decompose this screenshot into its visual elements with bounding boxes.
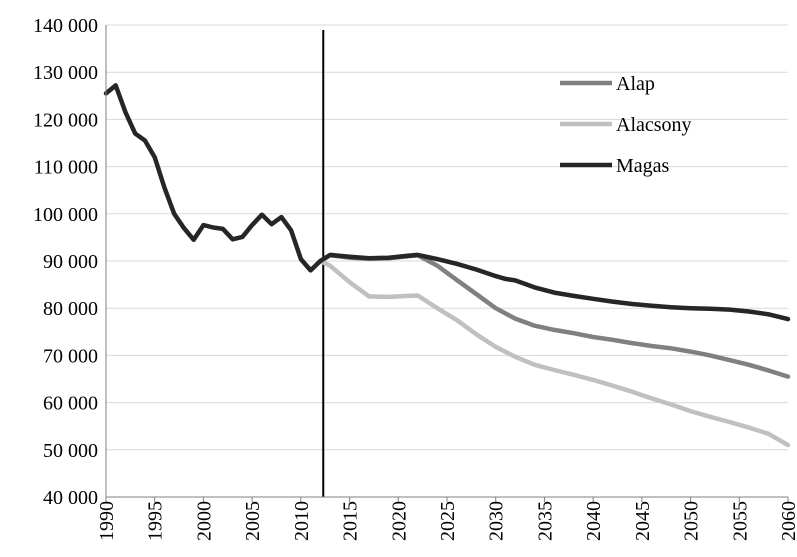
y-tick-label: 130 000 (33, 62, 98, 84)
y-tick-label: 80 000 (43, 298, 98, 320)
x-tick-label: 2005 (242, 501, 264, 541)
series-line-magas (103, 83, 791, 322)
x-tick-label: 1990 (96, 501, 118, 541)
y-tick-label: 110 000 (34, 157, 98, 179)
x-tick-label: 2035 (534, 501, 556, 541)
series-line-alap (318, 253, 791, 379)
x-tick-label: 2025 (437, 501, 459, 541)
x-tick-label: 2055 (729, 501, 751, 541)
series-line-alacsony (318, 258, 791, 448)
x-tick-label: 1995 (145, 501, 167, 541)
x-tick-label: 2030 (486, 501, 508, 541)
x-tick-label: 2050 (681, 501, 703, 541)
y-tick-label: 90 000 (43, 251, 98, 273)
x-tick-label: 2020 (388, 501, 410, 541)
y-axis-ticks: 40 000 50 000 60 000 70 000 80 000 90 000 100 … (33, 15, 98, 509)
x-axis-ticks: 1990 1995 2000 2005 2010 2015 2020 2025 2030 2035… (96, 497, 797, 541)
legend-item: Alacsony (560, 114, 692, 136)
y-tick-label: 100 000 (33, 204, 98, 226)
x-tick-label: 2010 (291, 501, 313, 541)
y-tick-label: 120 000 (33, 109, 98, 131)
x-tick-label: 2060 (778, 501, 797, 541)
x-tick-label: 2040 (583, 501, 605, 541)
legend-label: Alap (616, 73, 655, 95)
y-tick-label: 60 000 (43, 393, 98, 415)
x-tick-label: 2045 (632, 501, 654, 541)
legend: Alap Alacsony Magas (560, 73, 692, 177)
series-lines (103, 83, 791, 448)
legend-item: Alap (560, 73, 655, 95)
y-tick-label: 50 000 (43, 440, 98, 462)
x-tick-label: 2000 (193, 501, 215, 541)
x-tick-label: 2015 (340, 501, 362, 541)
y-tick-label: 140 000 (33, 15, 98, 37)
y-tick-label: 70 000 (43, 345, 98, 367)
y-tick-label: 40 000 (43, 487, 98, 509)
legend-label: Alacsony (616, 114, 692, 136)
legend-item: Magas (560, 155, 670, 177)
legend-label: Magas (616, 155, 670, 177)
gridlines (106, 24, 788, 451)
